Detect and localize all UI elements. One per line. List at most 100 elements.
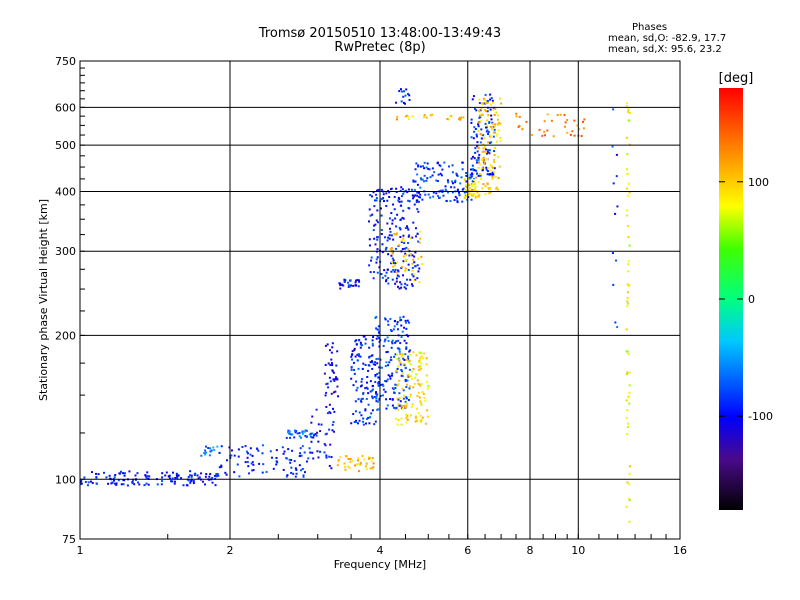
scatter-point (482, 150, 485, 153)
scatter-point (479, 119, 482, 122)
scatter-point (388, 217, 391, 220)
x-axis-label: Frequency [MHz] (334, 558, 426, 571)
scatter-point (493, 125, 496, 128)
scatter-point (329, 443, 332, 446)
scatter-point (484, 109, 487, 112)
scatter-point (293, 429, 296, 432)
scatter-point (392, 203, 395, 206)
scatter-point (403, 240, 406, 243)
scatter-point (419, 414, 422, 417)
scatter-point (275, 463, 278, 466)
scatter-point (402, 389, 405, 392)
scatter-point (244, 461, 247, 464)
scatter-point (626, 426, 629, 429)
scatter-point (325, 405, 328, 408)
scatter-point (300, 454, 303, 457)
scatter-point (371, 457, 374, 460)
scatter-point (400, 370, 403, 373)
scatter-point (450, 186, 453, 189)
scatter-point (357, 279, 360, 282)
scatter-point (626, 297, 629, 300)
scatter-point (627, 270, 630, 273)
scatter-point (395, 247, 398, 250)
scatter-point (425, 374, 428, 377)
scatter-point (411, 254, 414, 257)
scatter-point (626, 194, 629, 197)
scatter-point (353, 349, 356, 352)
scatter-point (406, 374, 409, 377)
scatter-point (497, 177, 500, 180)
scatter-point (472, 189, 475, 192)
x-tick-label: 1 (77, 544, 84, 557)
scatter-point (282, 452, 285, 455)
x-tick-label: 2 (227, 544, 234, 557)
scatter-point (440, 174, 443, 177)
scatter-point (344, 466, 347, 469)
scatter-point (437, 173, 440, 176)
scatter-point (497, 155, 500, 158)
scatter-point (556, 114, 559, 117)
scatter-point (209, 472, 212, 475)
scatter-point (397, 275, 400, 278)
scatter-point (486, 158, 489, 161)
scatter-point (495, 140, 498, 143)
scatter-point (200, 454, 203, 457)
scatter-point (304, 429, 307, 432)
scatter-point (113, 482, 116, 485)
scatter-point (224, 471, 227, 474)
scatter-point (480, 137, 483, 140)
scatter-point (408, 98, 411, 101)
scatter-point (245, 450, 248, 453)
scatter-point (419, 237, 422, 240)
scatter-point (499, 122, 502, 125)
scatter-point (328, 464, 331, 467)
scatter-point (384, 365, 387, 368)
scatter-point (298, 464, 301, 467)
scatter-point (415, 419, 418, 422)
scatter-point (396, 358, 399, 361)
scatter-point (324, 364, 327, 367)
scatter-point (368, 264, 371, 267)
scatter-point (417, 270, 420, 273)
scatter-point (628, 520, 631, 523)
scatter-point (627, 119, 630, 122)
scatter-point (435, 192, 438, 195)
scatter-point (458, 193, 461, 196)
scatter-point (388, 234, 391, 237)
scatter-point (399, 361, 402, 364)
scatter-point (295, 468, 298, 471)
scatter-point (317, 456, 320, 459)
scatter-point (409, 349, 412, 352)
scatter-point (355, 389, 358, 392)
scatter-point (464, 188, 467, 191)
scatter-point (467, 182, 470, 185)
scatter-point (484, 148, 487, 151)
scatter-point (403, 394, 406, 397)
scatter-point (418, 241, 421, 244)
scatter-point (392, 238, 395, 241)
scatter-point (573, 119, 576, 122)
scatter-point (411, 403, 414, 406)
scatter-point (306, 460, 309, 463)
scatter-point (397, 398, 400, 401)
scatter-point (269, 450, 272, 453)
scatter-point (475, 159, 478, 162)
scatter-point (371, 395, 374, 398)
scatter-point (417, 365, 420, 368)
scatter-point (376, 362, 379, 365)
scatter-point (334, 390, 337, 393)
scatter-point (627, 422, 630, 425)
scatter-point (481, 150, 484, 153)
scatter-point (79, 483, 82, 486)
scatter-point (625, 417, 628, 420)
scatter-point (347, 281, 350, 284)
scatter-point (497, 121, 500, 124)
scatter-point (487, 133, 490, 136)
scatter-point (407, 360, 410, 363)
scatter-point (174, 476, 177, 479)
scatter-point (371, 467, 374, 470)
scatter-point (374, 375, 377, 378)
scatter-point (492, 125, 495, 128)
scatter-point (395, 190, 398, 193)
scatter-point (422, 165, 425, 168)
